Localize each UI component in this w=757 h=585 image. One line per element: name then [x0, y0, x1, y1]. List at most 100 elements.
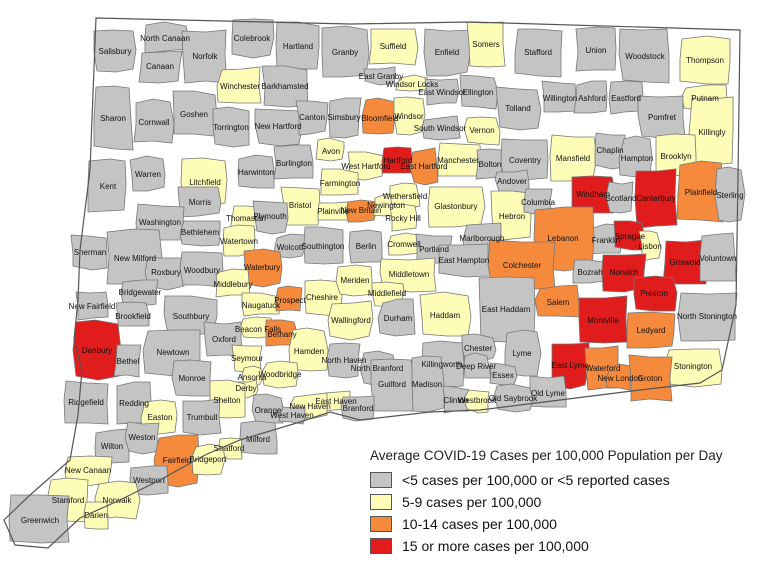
town-new-fairfield	[75, 291, 109, 321]
town-label-killingworth: Killingworth	[422, 360, 463, 369]
town-prospect	[275, 285, 303, 312]
town-label-branford: Branford	[343, 404, 374, 413]
town-label-griswold: Griswold	[669, 258, 700, 267]
town-hamden	[288, 327, 329, 372]
town-label-franklin: Franklin	[592, 236, 620, 245]
town-windsor	[393, 96, 426, 136]
town-label-portland: Portland	[419, 245, 449, 254]
town-label-marlborough: Marlborough	[460, 234, 505, 243]
town-label-suffield: Suffield	[380, 42, 407, 51]
town-cornwall	[133, 98, 175, 144]
town-label-greenwich: Greenwich	[21, 516, 59, 525]
town-winchester	[216, 66, 262, 104]
town-label-columbia: Columbia	[521, 198, 555, 207]
town-label-coventry: Coventry	[509, 156, 541, 165]
town-label-pomfret: Pomfret	[648, 113, 677, 122]
town-label-new-canaan: New Canaan	[65, 466, 111, 475]
town-label-middlefield: Middlefield	[368, 289, 406, 298]
town-label-newington: Newington	[367, 201, 405, 210]
town-griswold	[662, 239, 707, 285]
town-label-wethersfield: Wethersfield	[383, 192, 427, 201]
town-label-wallingford: Wallingford	[331, 316, 371, 325]
town-west-haven	[278, 406, 306, 425]
town-morris	[177, 186, 222, 218]
town-wethersfield	[389, 182, 421, 210]
town-orange	[251, 393, 285, 424]
town-label-bristol: Bristol	[289, 201, 311, 210]
town-label-east-haddam: East Haddam	[482, 305, 531, 314]
town-label-woodbridge: Woodbridge	[259, 370, 303, 379]
town-label-north-canaan: North Canaan	[140, 34, 190, 43]
town-brookfield	[115, 301, 150, 327]
town-east-windsor	[424, 78, 460, 106]
town-label-colchester: Colchester	[503, 261, 542, 270]
town-label-west-hartford: West Hartford	[341, 162, 390, 171]
town-label-southbury: Southbury	[173, 312, 209, 321]
town-label-hartland: Hartland	[283, 42, 313, 51]
town-windham	[571, 175, 617, 214]
town-label-canton: Canton	[299, 113, 325, 122]
town-stafford	[514, 28, 563, 78]
town-label-sherman: Sherman	[74, 248, 106, 257]
town-label-trumbull: Trumbull	[187, 413, 218, 422]
town-label-cheshire: Cheshire	[306, 293, 339, 302]
town-label-watertown: Watertown	[220, 237, 258, 246]
town-label-east-haven: East Haven	[315, 397, 356, 406]
town-label-sharon: Sharon	[100, 114, 126, 123]
town-label-east-lyme: East Lyme	[551, 361, 589, 370]
map-legend: Average COVID-19 Cases per 100,000 Popul…	[364, 448, 754, 557]
town-label-thompson: Thompson	[686, 56, 724, 65]
town-canaan	[138, 50, 183, 84]
town-label-somers: Somers	[472, 40, 500, 49]
town-label-morris: Morris	[189, 198, 211, 207]
town-essex	[489, 362, 518, 386]
town-canton	[295, 100, 329, 136]
town-label-madison: Madison	[412, 380, 442, 389]
town-bethlehem	[179, 220, 221, 247]
town-label-sprague: Sprague	[615, 232, 646, 241]
town-label-southington: Southington	[302, 242, 345, 251]
town-westbrook	[463, 389, 490, 414]
town-harwinton	[237, 154, 275, 189]
town-label-old-saybrook: Old Saybrook	[489, 394, 538, 403]
town-label-chaplin: Chaplin	[596, 146, 623, 155]
town-label-brookfield: Brookfield	[115, 312, 151, 321]
town-label-north-branford: North Branford	[351, 364, 403, 373]
town-wilton	[94, 428, 130, 464]
town-label-berlin: Berlin	[356, 242, 376, 251]
legend-title: Average COVID-19 Cases per 100,000 Popul…	[370, 448, 723, 463]
town-plymouth	[252, 200, 289, 235]
town-label-woodbury: Woodbury	[184, 266, 220, 275]
town-label-woodstock: Woodstock	[625, 52, 665, 61]
town-label-hebron: Hebron	[499, 212, 525, 221]
town-east-hartford	[409, 147, 439, 186]
town-label-bloomfield: Bloomfield	[361, 114, 398, 123]
town-label-winchester: Winchester	[220, 82, 260, 91]
town-label-ridgefield: Ridgefield	[68, 398, 104, 407]
town-label-willington: Willington	[543, 94, 578, 103]
town-label-darien: Darien	[84, 511, 108, 520]
town-label-avon: Avon	[322, 147, 340, 156]
town-label-naugatuck: Naugatuck	[242, 301, 281, 310]
town-label-cromwell: Cromwell	[387, 240, 421, 249]
town-label-new-britain: New Britain	[341, 206, 382, 215]
town-label-clinton: Clinton	[444, 396, 469, 405]
town-durham	[377, 298, 416, 337]
town-label-bethany: Bethany	[267, 330, 296, 339]
town-union	[575, 26, 617, 72]
town-label-new-haven: New Haven	[289, 402, 330, 411]
legend-item-orange: 10-14 cases per 100,000	[370, 513, 754, 535]
town-label-durham: Durham	[384, 314, 413, 323]
town-label-waterford: Waterford	[586, 364, 621, 373]
town-label-north-stonington: North Stonington	[677, 312, 737, 321]
town-label-granby: Granby	[332, 48, 358, 57]
town-label-chester: Chester	[464, 344, 492, 353]
town-label-windsor: Windsor	[394, 112, 424, 121]
legend-item-red: 15 or more cases per 100,000	[370, 535, 754, 557]
town-label-warren: Warren	[135, 170, 161, 179]
town-label-plymouth: Plymouth	[253, 212, 286, 221]
legend-swatch-gray	[370, 472, 392, 488]
town-label-beacon-falls: Beacon Falls	[235, 325, 281, 334]
town-label-oxford: Oxford	[212, 335, 236, 344]
town-label-tolland: Tolland	[505, 104, 530, 113]
